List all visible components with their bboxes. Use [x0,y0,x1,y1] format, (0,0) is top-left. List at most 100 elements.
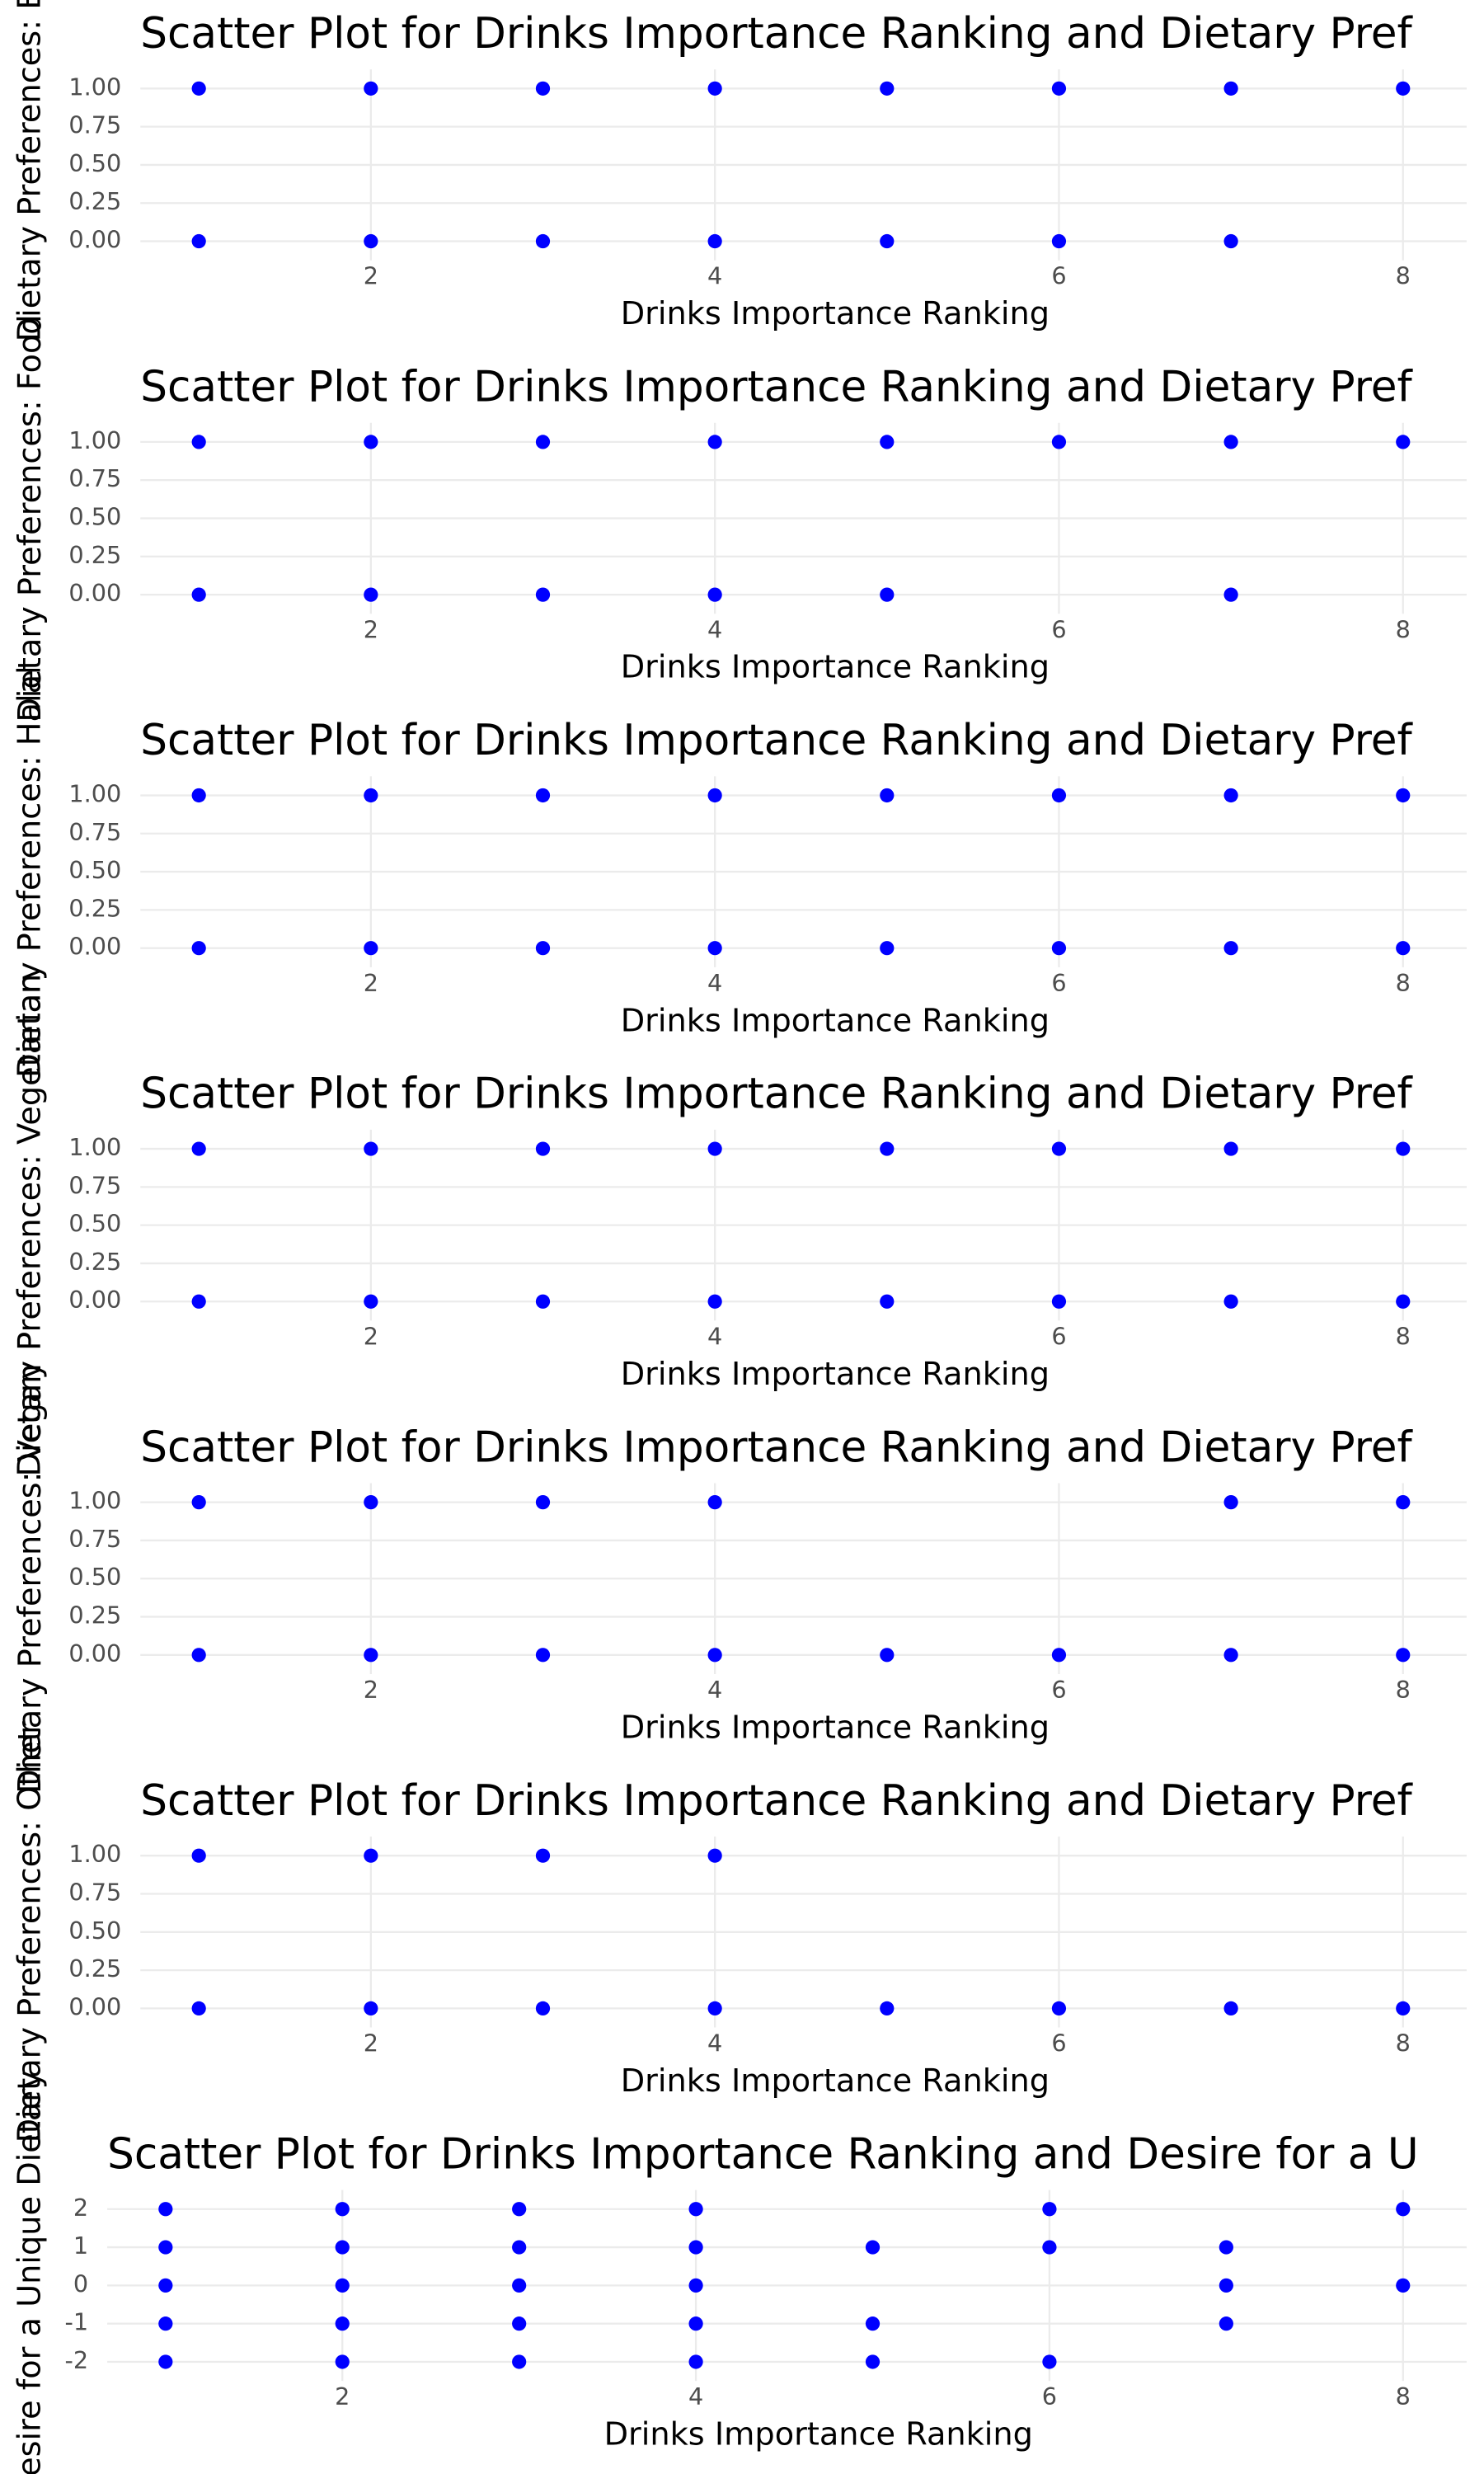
x-axis-label: Drinks Importance Ranking [621,1002,1050,1039]
chart-title: Scatter Plot for Drinks Importance Ranki… [140,9,1413,59]
point [191,587,206,602]
point [535,788,551,803]
x-tick-label: 8 [1396,615,1411,643]
point [535,1141,551,1156]
point [707,1848,722,1863]
y-tick-label: 0.25 [68,1248,121,1276]
y-tick-label: 0.00 [68,1992,121,2020]
x-tick-label: 2 [364,1322,378,1350]
point [364,788,378,803]
x-tick-label: 8 [1396,1676,1411,1704]
point [191,2001,206,2016]
point [880,233,895,249]
point [1051,1294,1067,1309]
point [364,81,378,96]
point [535,941,551,956]
point [1051,233,1067,249]
y-tick-label: 1.00 [68,779,121,807]
y-axis-label: Dietary Preferences: Food [12,314,49,722]
point [1223,435,1238,449]
point [535,435,551,449]
x-tick-label: 8 [1396,969,1411,997]
point [880,1141,895,1156]
x-tick-label: 8 [1396,2382,1411,2411]
point [707,788,722,803]
point [535,2001,551,2016]
point [1396,2278,1411,2293]
x-tick-label: 6 [1042,2382,1057,2411]
point [1051,788,1067,803]
y-tick-label: 0.00 [68,1286,121,1314]
point [191,1294,206,1309]
point [1396,941,1411,956]
point [1396,2202,1411,2217]
point [707,2001,722,2016]
point [191,941,206,956]
x-tick-label: 2 [364,1676,378,1704]
y-tick-label: 0.75 [68,1525,121,1553]
x-axis-label: Drinks Importance Ranking [621,295,1050,332]
y-tick-label: 0.00 [68,933,121,961]
point [1223,2001,1238,2016]
point [1051,941,1067,956]
y-tick-label: 0.25 [68,541,121,569]
y-tick-label: 0.75 [68,1171,121,1199]
point [880,81,895,96]
point [335,2278,350,2293]
point [1396,1294,1411,1309]
point [364,1294,378,1309]
y-tick-label: 2 [73,2194,88,2222]
point [364,233,378,249]
point [191,1648,206,1663]
y-axis-label: Dietary Preferences: Vegetarian [12,974,49,1477]
point [158,2316,173,2331]
point [1396,435,1411,449]
point [512,2240,527,2255]
point [880,941,895,956]
x-tick-label: 2 [364,615,378,643]
y-tick-label: 1.00 [68,426,121,454]
x-axis-label: Drinks Importance Ranking [621,649,1050,686]
point [880,1648,895,1663]
point [1051,2001,1067,2016]
point [1219,2316,1233,2331]
point [512,2202,527,2217]
point [1223,1495,1238,1510]
point [335,2202,350,2217]
chart-title: Scatter Plot for Drinks Importance Ranki… [140,1070,1413,1119]
point [1396,81,1411,96]
point [1051,435,1067,449]
point [880,2001,895,2016]
point [364,941,378,956]
point [1396,788,1411,803]
point [1223,587,1238,602]
point [535,1848,551,1863]
y-axis-label: Desire for a Unique Dietary [12,2070,49,2474]
x-tick-label: 4 [707,262,722,290]
point [880,435,895,449]
point [1051,81,1067,96]
point [191,435,206,449]
point [364,2001,378,2016]
x-tick-label: 6 [1051,1322,1066,1350]
y-tick-label: -2 [65,2346,89,2374]
x-tick-label: 4 [688,2382,703,2411]
x-tick-label: 6 [1051,969,1066,997]
point [880,587,895,602]
point [1042,2240,1057,2255]
y-tick-label: 0.25 [68,187,121,215]
point [535,81,551,96]
point [707,1648,722,1663]
point [1223,1141,1238,1156]
point [364,435,378,449]
point [364,1848,378,1863]
point [158,2202,173,2217]
point [191,1141,206,1156]
point [191,1848,206,1863]
x-tick-label: 2 [335,2382,350,2411]
point [707,1495,722,1510]
x-tick-label: 6 [1051,262,1066,290]
y-tick-label: 0.00 [68,579,121,607]
point [1042,2354,1057,2369]
